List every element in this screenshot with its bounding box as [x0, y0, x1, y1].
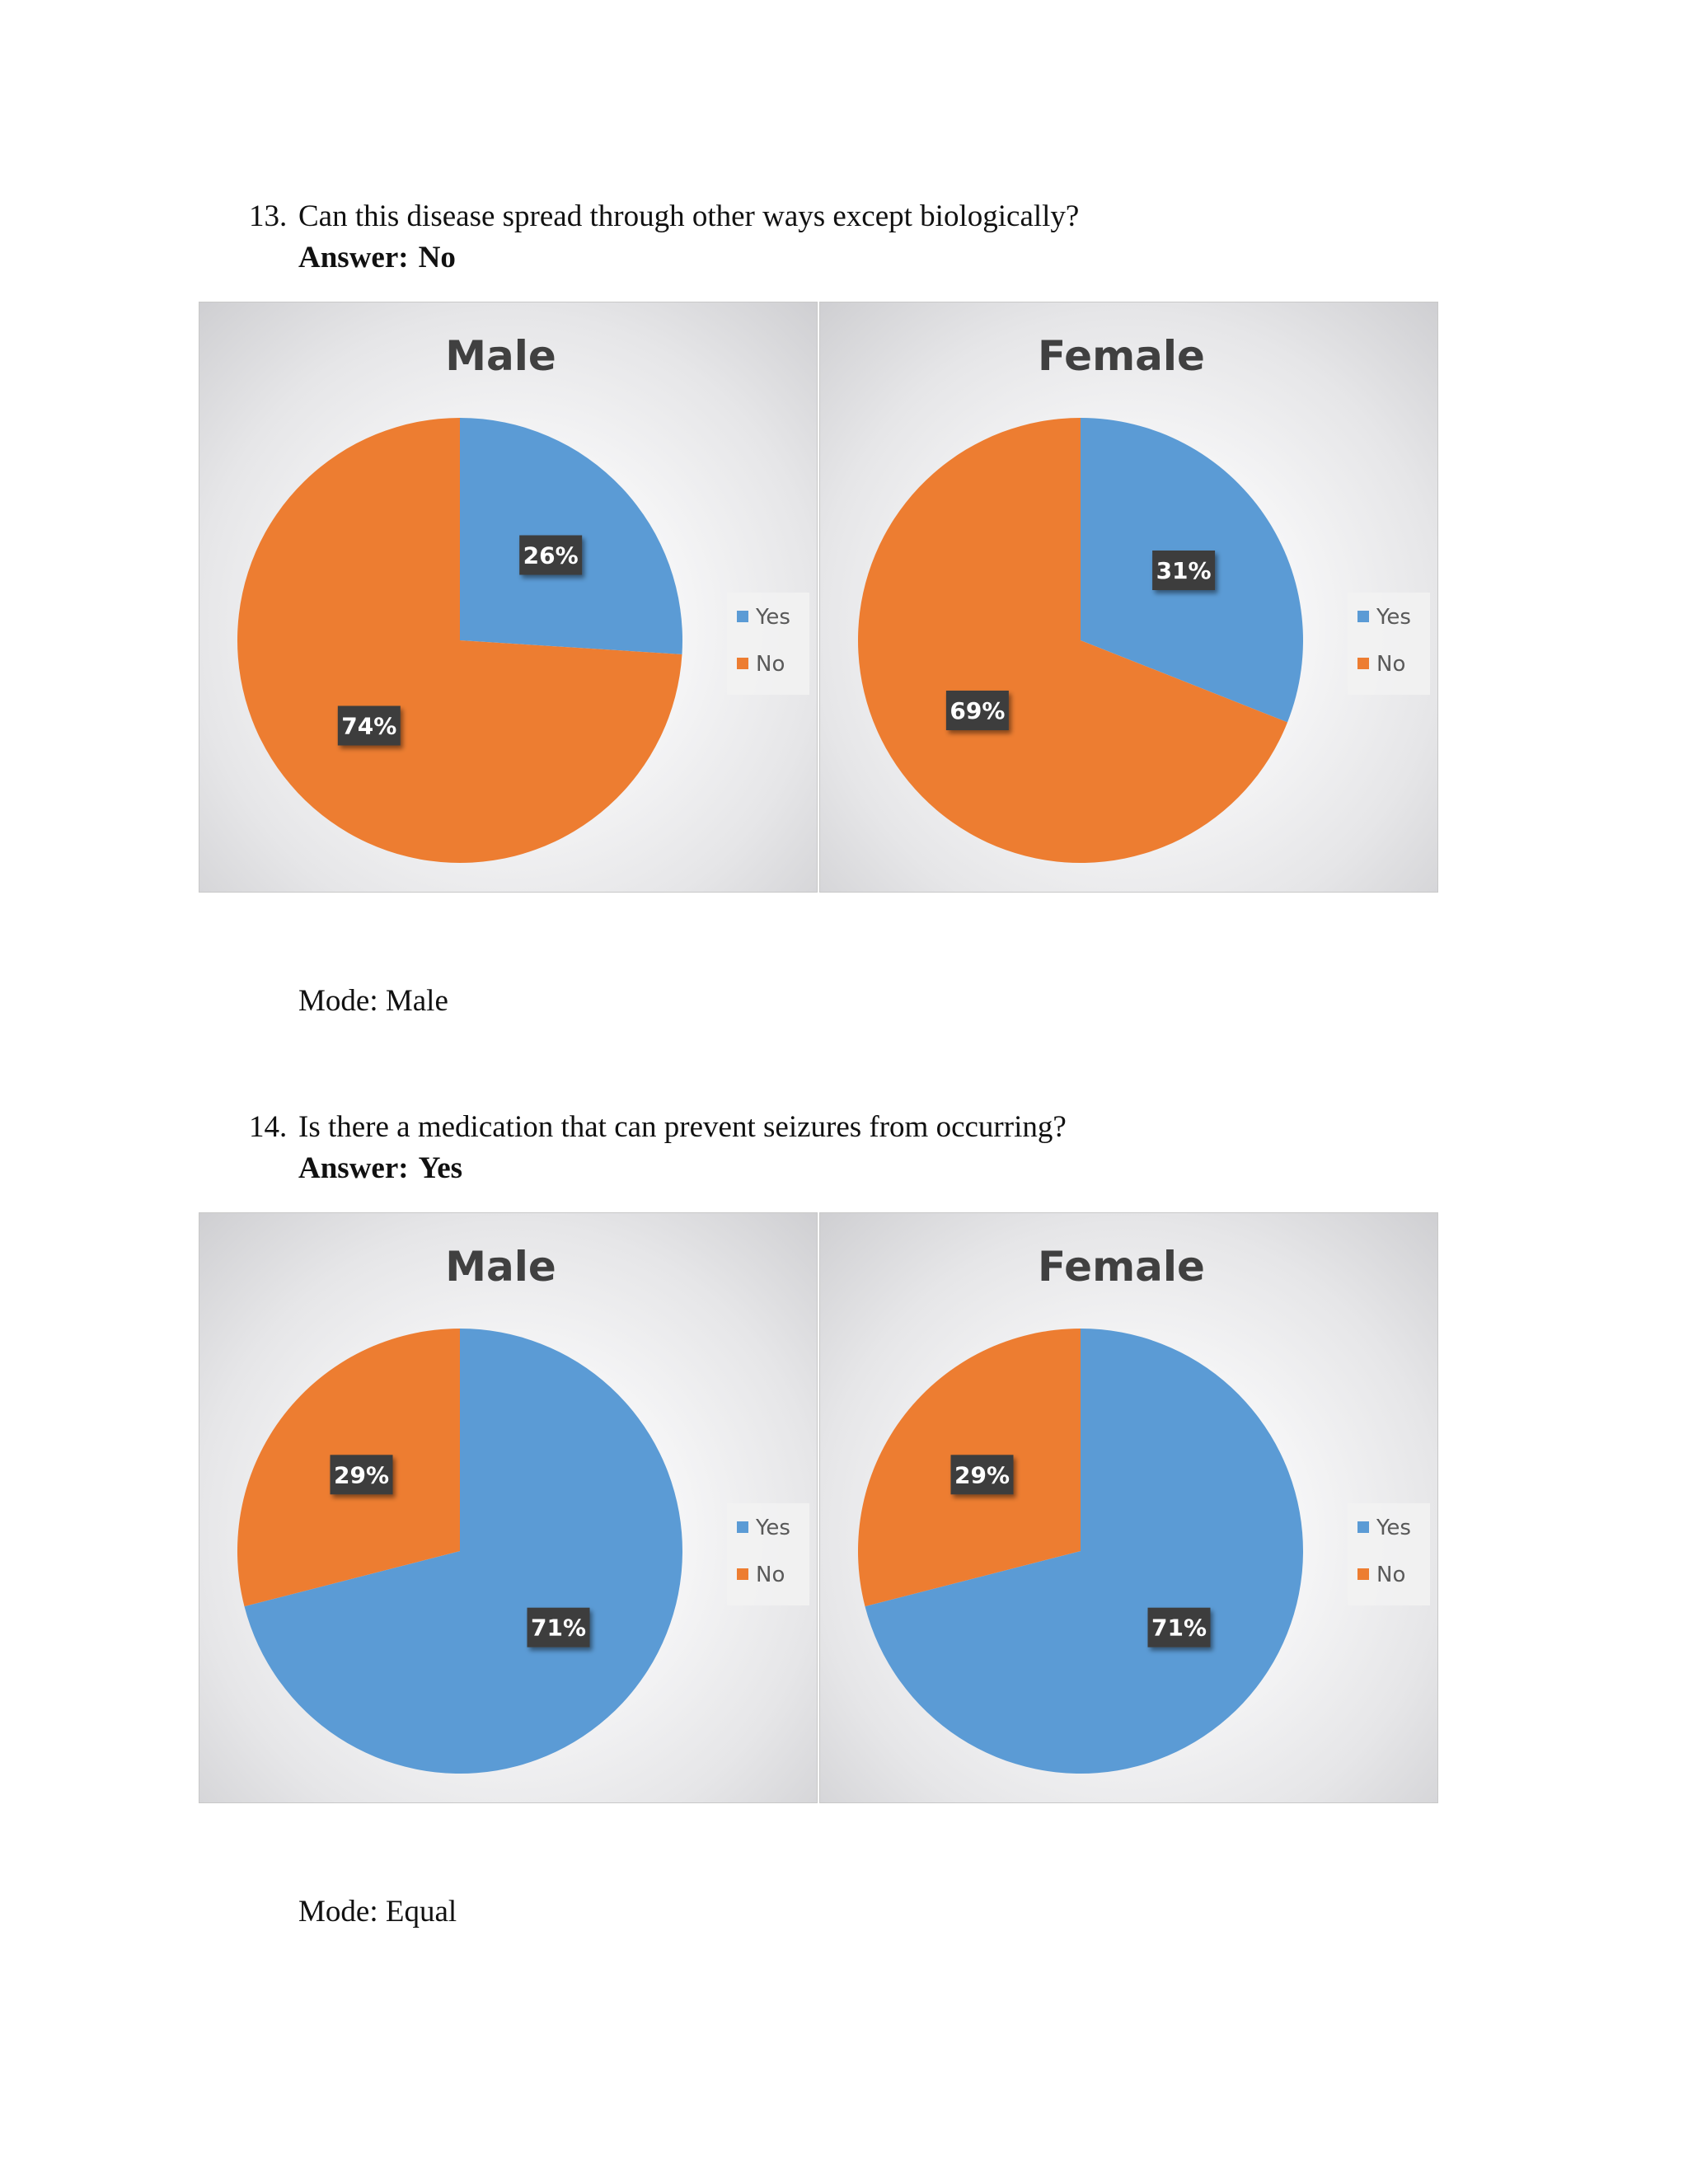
data-label: 69% [945, 691, 1009, 730]
chart-legend: Yes No [727, 1503, 809, 1605]
pie-chart-female-q13: Female 31% 69% Yes No [819, 302, 1438, 893]
svg-text:31%: 31% [1156, 557, 1212, 584]
chart-row-13: Male 26% 74% Yes No Female 31% 69% Yes No [199, 302, 1438, 893]
chart-title: Female [1038, 1243, 1205, 1291]
svg-text:29%: 29% [954, 1461, 1010, 1488]
svg-text:No: No [1376, 652, 1405, 677]
legend-item-yes: Yes [737, 1516, 790, 1540]
svg-text:No: No [756, 652, 785, 677]
question-text: Is there a medication that can prevent s… [298, 1110, 1067, 1144]
data-label: 71% [527, 1607, 590, 1647]
svg-text:71%: 71% [1151, 1615, 1207, 1642]
answer-label: Answer: [298, 241, 409, 274]
answer-14: Answer: Yes [298, 1148, 462, 1189]
legend-item-no: No [1357, 652, 1405, 677]
svg-text:Yes: Yes [755, 605, 790, 630]
data-label: 26% [519, 535, 583, 575]
svg-text:74%: 74% [341, 713, 396, 740]
answer-value: Yes [418, 1151, 463, 1185]
legend-item-yes: Yes [1357, 605, 1411, 630]
answer-label: Answer: [298, 1151, 409, 1185]
svg-text:29%: 29% [334, 1461, 389, 1488]
legend-item-yes: Yes [1357, 1516, 1411, 1540]
data-label: 74% [337, 705, 401, 746]
pie-svg: Male 26% 74% Yes No [237, 332, 809, 863]
data-label: 29% [330, 1455, 393, 1495]
pie-slice-yes [244, 1329, 682, 1774]
svg-text:No: No [756, 1563, 785, 1587]
legend-item-no: No [1357, 1563, 1405, 1587]
legend-item-yes: Yes [737, 605, 790, 630]
question-number: 13. [249, 199, 288, 233]
pie-slice-no [857, 418, 1288, 863]
question-text: Can this disease spread through other wa… [298, 199, 1080, 233]
svg-text:Yes: Yes [1376, 1516, 1411, 1540]
chart-legend: Yes No [1348, 593, 1430, 695]
answer-value: No [418, 241, 456, 274]
pie-svg: Female 31% 69% Yes No [857, 332, 1430, 863]
svg-text:26%: 26% [523, 542, 579, 569]
pie-svg: Female 71% 29% Yes No [857, 1243, 1430, 1774]
svg-text:Yes: Yes [1376, 605, 1411, 630]
chart-legend: Yes No [1348, 1503, 1430, 1605]
mode-13: Mode: Male [298, 984, 448, 1018]
svg-text:Yes: Yes [755, 1516, 790, 1540]
svg-text:No: No [1376, 1563, 1405, 1587]
legend-item-no: No [737, 1563, 785, 1587]
chart-legend: Yes No [727, 593, 809, 695]
svg-text:71%: 71% [531, 1615, 586, 1642]
answer-13: Answer: No [298, 237, 456, 279]
question-14: 14. Is there a medication that can preven… [249, 1107, 1067, 1148]
legend-item-no: No [737, 652, 785, 677]
chart-title: Male [445, 1243, 556, 1291]
chart-row-14: Male 71% 29% Yes No Female 71% 29% Yes No [199, 1212, 1438, 1803]
data-label: 71% [1147, 1607, 1211, 1647]
pie-chart-male-q14: Male 71% 29% Yes No [199, 1212, 818, 1803]
mode-14: Mode: Equal [298, 1895, 457, 1929]
question-13: 13. Can this disease spread through other… [249, 196, 1079, 237]
pie-chart-male-q13: Male 26% 74% Yes No [199, 302, 818, 893]
question-number: 14. [249, 1110, 288, 1144]
svg-text:69%: 69% [950, 697, 1005, 724]
pie-svg: Male 71% 29% Yes No [237, 1243, 809, 1774]
pie-slice-yes [865, 1329, 1303, 1774]
pie-chart-female-q14: Female 71% 29% Yes No [819, 1212, 1438, 1803]
pie-slice-no [237, 418, 682, 863]
chart-title: Female [1038, 332, 1205, 380]
chart-title: Male [445, 332, 556, 380]
data-label: 31% [1152, 551, 1216, 590]
data-label: 29% [950, 1455, 1014, 1495]
